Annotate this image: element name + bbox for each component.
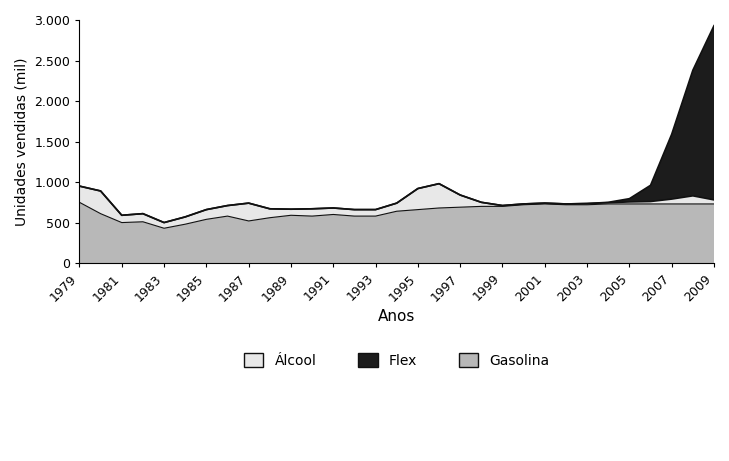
Y-axis label: Unidades vendidas (mil): Unidades vendidas (mil) — [15, 57, 29, 226]
Legend: Álcool, Flex, Gasolina: Álcool, Flex, Gasolina — [238, 348, 555, 373]
X-axis label: Anos: Anos — [378, 309, 416, 325]
